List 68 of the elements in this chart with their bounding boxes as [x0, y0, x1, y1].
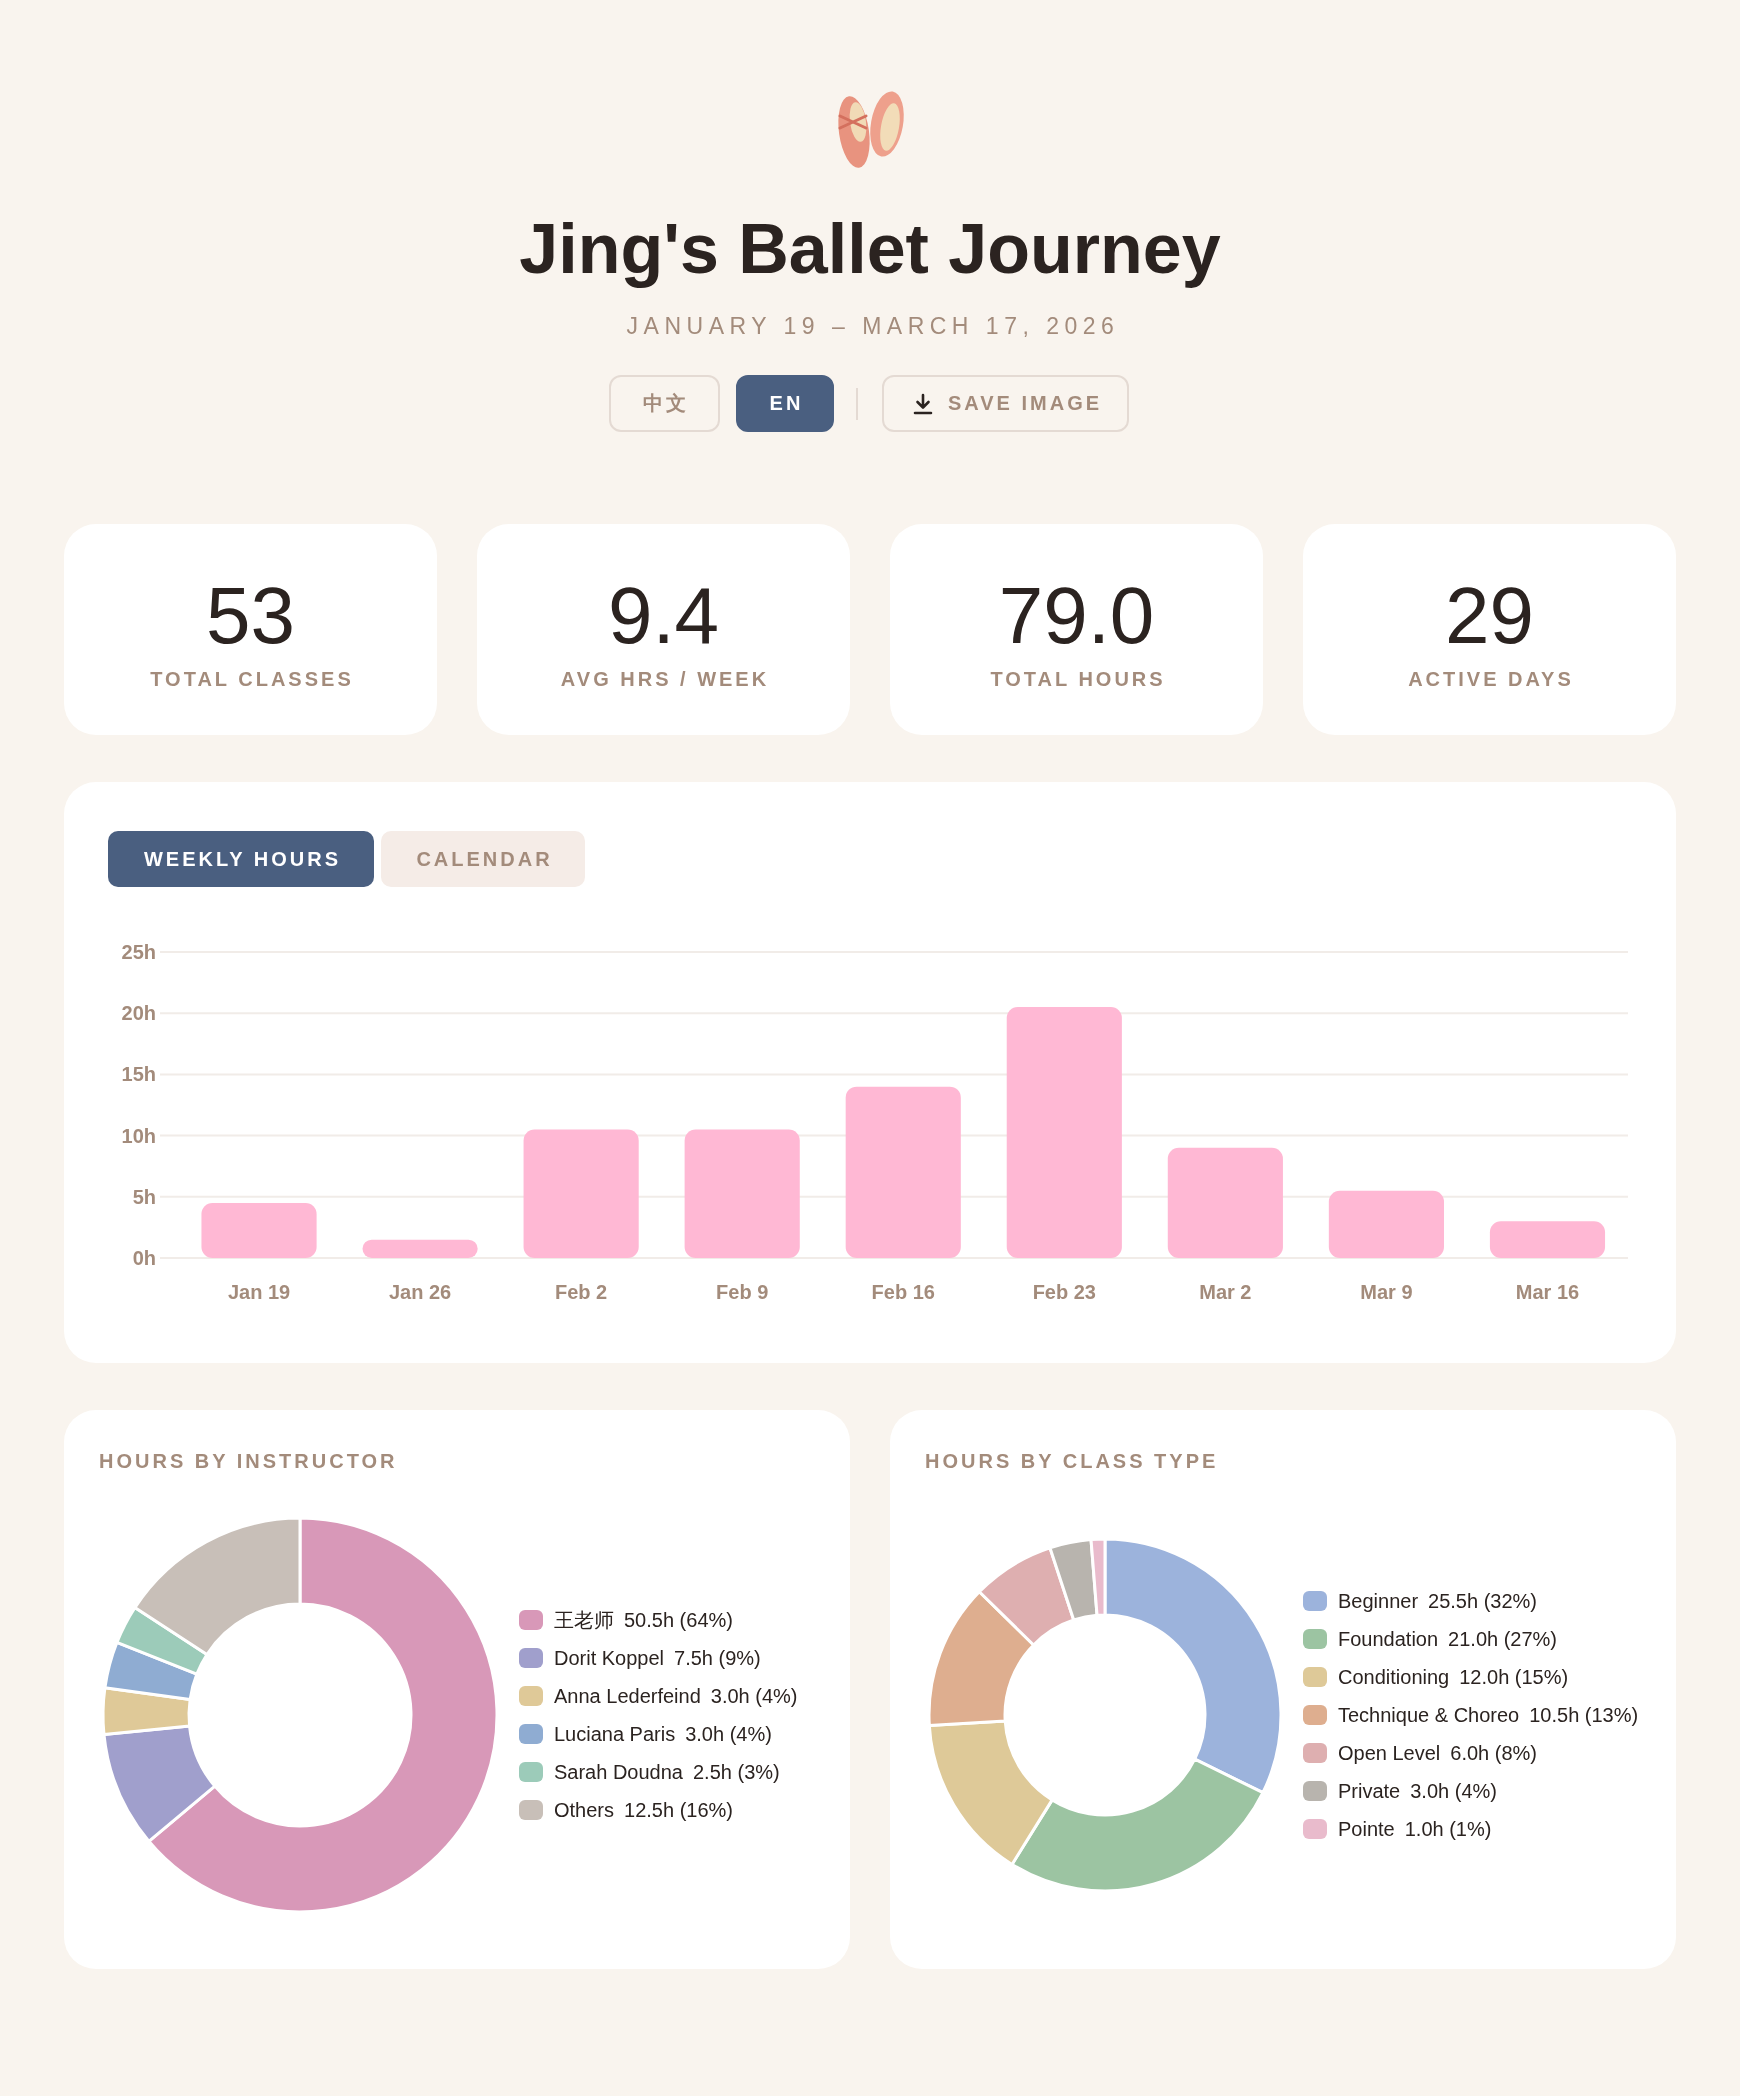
text: Jing's Ballet Journey [519, 210, 1221, 288]
text: AVG HRS / WEEK [560, 668, 770, 690]
tab: WEEKLY HOURS [108, 831, 374, 887]
y-tick-label: 10h [121, 1124, 156, 1147]
text: 9.4 [607, 571, 720, 660]
legend-label: Sarah Doudna [554, 1761, 684, 1783]
data-label: 10.5h (13%) [1529, 1704, 1639, 1726]
bar [523, 1129, 639, 1258]
bar [1489, 1221, 1606, 1258]
data-label: 7.5h (9%) [674, 1647, 761, 1669]
bar [1167, 1147, 1283, 1258]
x-tick-label: Feb 23 [1032, 1281, 1096, 1303]
data-label: 12.5h (16%) [624, 1799, 733, 1821]
text: ACTIVE DAYS [1408, 668, 1574, 690]
legend-label: Others [554, 1799, 615, 1821]
chart-title: WEEKLY HOURS [143, 847, 342, 871]
bar [362, 1239, 478, 1258]
button: 中文 [609, 375, 720, 432]
y-tick-label: 20h [121, 1002, 156, 1025]
legend-label: Conditioning [1338, 1666, 1450, 1688]
x-tick-label: Jan 19 [227, 1281, 291, 1303]
y-tick-label: 5h [132, 1185, 156, 1208]
legend-label: 王老师 [554, 1609, 614, 1631]
legend-label: Luciana Paris [554, 1723, 676, 1745]
text: TOTAL CLASSES [150, 668, 354, 690]
y-tick-label: 0h [132, 1247, 156, 1269]
data-label: 21.0h (27%) [1448, 1628, 1558, 1650]
legend-label: Anna Lederfeind [554, 1685, 701, 1707]
bar [845, 1086, 961, 1258]
x-tick-label: Mar 9 [1360, 1281, 1413, 1303]
legend-label: Foundation [1338, 1628, 1439, 1650]
bar [201, 1202, 317, 1258]
data-label: 2.5h (3%) [692, 1761, 780, 1783]
y-tick-label: 15h [121, 1063, 156, 1086]
button: EN [736, 375, 834, 432]
data-label: 1.0h (1%) [1404, 1818, 1492, 1840]
x-tick-label: Jan 26 [388, 1281, 452, 1303]
text: TOTAL HOURS [990, 668, 1166, 690]
legend-label: Private [1338, 1780, 1401, 1802]
text: 53 [206, 571, 295, 660]
x-tick-label: Feb 9 [716, 1281, 769, 1303]
text: 79.0 [998, 571, 1155, 660]
data-label: 6.0h (8%) [1450, 1742, 1538, 1764]
legend-label: Dorit Koppel [554, 1647, 665, 1669]
x-tick-label: Feb 2 [555, 1281, 608, 1303]
bar [1006, 1007, 1122, 1258]
text: 29 [1445, 571, 1534, 660]
data-label: 3.0h (4%) [685, 1723, 772, 1745]
data-label: 25.5h (32%) [1428, 1590, 1538, 1612]
data-label: 50.5h (64%) [624, 1609, 733, 1631]
x-tick-label: Mar 2 [1199, 1281, 1252, 1303]
data-label: 12.0h (15%) [1459, 1666, 1569, 1688]
legend-label: Open Level [1338, 1742, 1441, 1764]
x-tick-label: Mar 16 [1515, 1281, 1580, 1303]
legend-label: Technique & Choreo [1338, 1704, 1520, 1726]
data-label: 3.0h (4%) [710, 1685, 798, 1707]
text: JANUARY 19 – MARCH 17, 2026 [626, 313, 1120, 339]
tab: CALENDAR [381, 831, 585, 887]
legend-label: Pointe [1338, 1818, 1395, 1840]
bar [1328, 1190, 1444, 1258]
bar [684, 1129, 800, 1258]
chart-title: HOURS BY CLASS TYPE [925, 1450, 1219, 1472]
button: SAVE IMAGE [882, 375, 1129, 432]
x-tick-label: Feb 16 [871, 1281, 935, 1303]
data-label: 3.0h (4%) [1410, 1780, 1497, 1802]
y-tick-label: 25h [121, 941, 156, 963]
legend-label: Beginner [1338, 1590, 1419, 1612]
chart-title: HOURS BY INSTRUCTOR [99, 1450, 398, 1472]
